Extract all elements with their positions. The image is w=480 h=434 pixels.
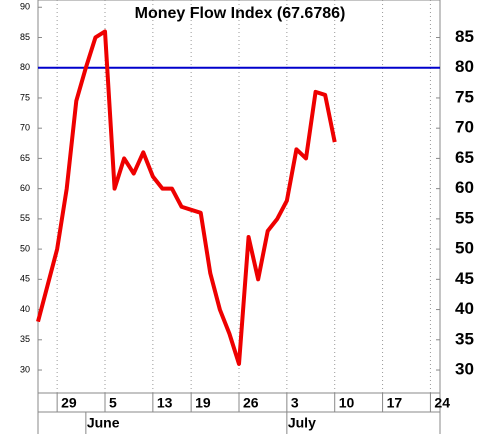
y-tick-label: 35	[20, 334, 30, 344]
y2-tick-label: 85	[455, 27, 474, 46]
month-label: July	[288, 415, 316, 431]
y2-tick-label: 40	[455, 299, 474, 318]
x-tick-label: 13	[157, 395, 173, 411]
y2-tick-label: 50	[455, 239, 474, 258]
y2-tick-label: 60	[455, 178, 474, 197]
x-tick-label: 10	[339, 395, 355, 411]
y2-tick-label: 80	[455, 57, 474, 76]
y2-tick-label: 55	[455, 208, 474, 227]
y2-tick-label: 65	[455, 148, 474, 167]
x-tick-label: 19	[195, 395, 211, 411]
x-tick-label: 17	[387, 395, 403, 411]
y-tick-label: 50	[20, 243, 30, 253]
y-tick-label: 90	[20, 2, 30, 12]
layer	[36, 0, 440, 434]
x-tick-label: 29	[61, 395, 77, 411]
y-tick-label: 60	[20, 183, 30, 193]
data-line	[36, 29, 337, 366]
y2-tick-label: 30	[455, 360, 474, 379]
y2-tick-label: 45	[455, 269, 474, 288]
x-tick-label: 3	[291, 395, 299, 411]
y-tick-label: 70	[20, 123, 30, 133]
y-tick-label: 55	[20, 213, 30, 223]
x-tick-label: 26	[243, 395, 259, 411]
y2-tick-label: 75	[455, 87, 474, 106]
y-tick-label: 85	[20, 32, 30, 42]
y-tick-label: 45	[20, 274, 30, 284]
y-tick-label: 65	[20, 153, 30, 163]
x-tick-label: 5	[109, 395, 117, 411]
y-tick-label: 30	[20, 364, 30, 374]
y-tick-label: 80	[20, 62, 30, 72]
y-tick-label: 40	[20, 304, 30, 314]
y2-tick-label: 70	[455, 118, 474, 137]
chart-title: Money Flow Index (67.6786)	[135, 5, 346, 22]
x-tick-label: 24	[434, 395, 450, 411]
y-tick-label: 75	[20, 92, 30, 102]
y2-tick-label: 35	[455, 329, 474, 348]
month-label: June	[87, 415, 120, 431]
